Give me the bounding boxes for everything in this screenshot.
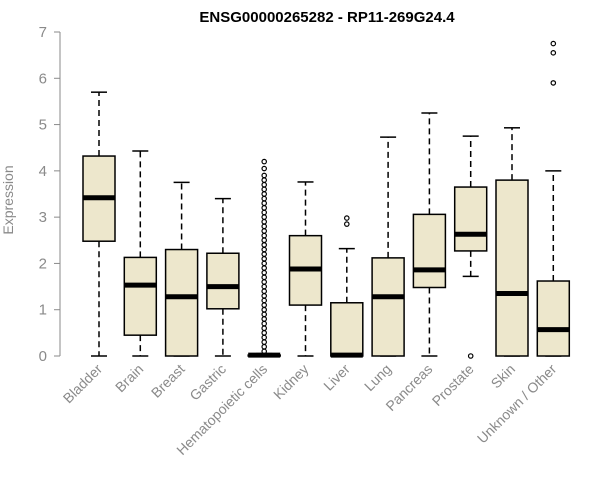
x-tick-label: Bladder	[60, 361, 106, 407]
outlier-point	[261, 177, 268, 183]
box-unknown-other	[536, 40, 571, 357]
outlier-point	[261, 306, 268, 313]
outlier-point	[343, 215, 350, 221]
x-tick-label: Kidney	[270, 361, 312, 403]
box-pancreas	[412, 112, 447, 357]
outlier-point	[261, 209, 268, 216]
outlier-point	[261, 228, 268, 234]
x-tick-label: Skin	[488, 361, 519, 392]
box-gastric	[206, 197, 240, 357]
outlier-point	[261, 316, 268, 322]
y-tick-label: 2	[39, 255, 47, 272]
outlier-point	[261, 320, 268, 327]
box-breast	[164, 181, 199, 357]
outlier-point	[261, 237, 268, 244]
outlier-point	[550, 40, 557, 47]
outlier-point	[261, 260, 268, 267]
box-prostate	[453, 135, 488, 359]
box-iqr	[164, 248, 199, 357]
outlier-point	[261, 325, 268, 332]
y-tick-label: 0	[39, 348, 47, 365]
outlier-point	[261, 232, 268, 239]
outlier-point	[261, 334, 268, 341]
outlier-point	[261, 269, 268, 276]
box-iqr	[330, 302, 364, 357]
outlier-point	[261, 246, 268, 253]
outlier-point	[261, 172, 268, 179]
box-iqr	[453, 186, 488, 252]
outlier-point	[261, 218, 268, 225]
outlier-point	[261, 255, 268, 262]
box-iqr	[123, 256, 158, 336]
outlier-point	[261, 283, 268, 290]
outlier-point	[550, 80, 557, 86]
y-tick-label: 3	[39, 209, 47, 226]
outlier-point	[261, 293, 268, 299]
y-axis: 0 1 2 3 4 5 6 7	[39, 24, 61, 365]
y-tick-label: 7	[39, 24, 47, 41]
y-tick-label: 5	[39, 117, 47, 134]
outlier-point	[261, 274, 268, 281]
y-tick-label: 4	[39, 163, 47, 180]
box-iqr	[206, 252, 240, 310]
outlier-point	[261, 279, 268, 285]
box-kidney	[288, 181, 323, 357]
plot-area	[82, 40, 571, 359]
box-brain	[123, 150, 158, 357]
chart-title: ENSG00000265282 - RP11-269G24.4	[199, 9, 455, 26]
y-axis-label: Expression	[0, 165, 16, 234]
outlier-point	[343, 221, 350, 227]
x-tick-label: Lung	[361, 361, 394, 394]
box-lung	[371, 136, 405, 357]
outlier-point	[261, 195, 268, 202]
outlier-point	[261, 265, 268, 271]
outlier-point	[467, 353, 474, 359]
outlier-point	[261, 165, 268, 172]
box-bladder	[82, 91, 116, 357]
outlier-point	[261, 191, 268, 197]
x-tick-label: Brain	[112, 361, 146, 395]
outlier-point	[261, 181, 268, 188]
outlier-point	[261, 343, 268, 350]
box-hematopoietic-cells	[247, 158, 281, 358]
outlier-point	[261, 339, 268, 345]
outlier-point	[261, 205, 268, 211]
outlier-point	[261, 242, 268, 248]
outlier-point	[261, 200, 268, 207]
outlier-point	[261, 297, 268, 304]
box-liver	[330, 215, 364, 358]
outlier-point	[261, 251, 268, 257]
outlier-point	[261, 288, 268, 295]
box-iqr	[371, 257, 405, 357]
outlier-point	[261, 158, 268, 165]
box-iqr	[536, 280, 571, 357]
x-tick-label: Liver	[320, 361, 353, 394]
outlier-point	[261, 302, 268, 308]
box-iqr	[412, 213, 447, 289]
outlier-point	[261, 330, 268, 336]
box-skin	[495, 127, 529, 357]
outlier-point	[261, 214, 268, 220]
y-tick-label: 1	[39, 302, 47, 319]
x-tick-label: Breast	[148, 361, 188, 401]
outlier-point	[261, 311, 268, 318]
outlier-point	[261, 223, 268, 230]
box-iqr	[495, 179, 529, 357]
y-tick-label: 6	[39, 70, 47, 87]
outlier-point	[261, 186, 268, 193]
x-tick-label: Prostate	[429, 361, 477, 409]
outlier-point	[550, 50, 557, 56]
